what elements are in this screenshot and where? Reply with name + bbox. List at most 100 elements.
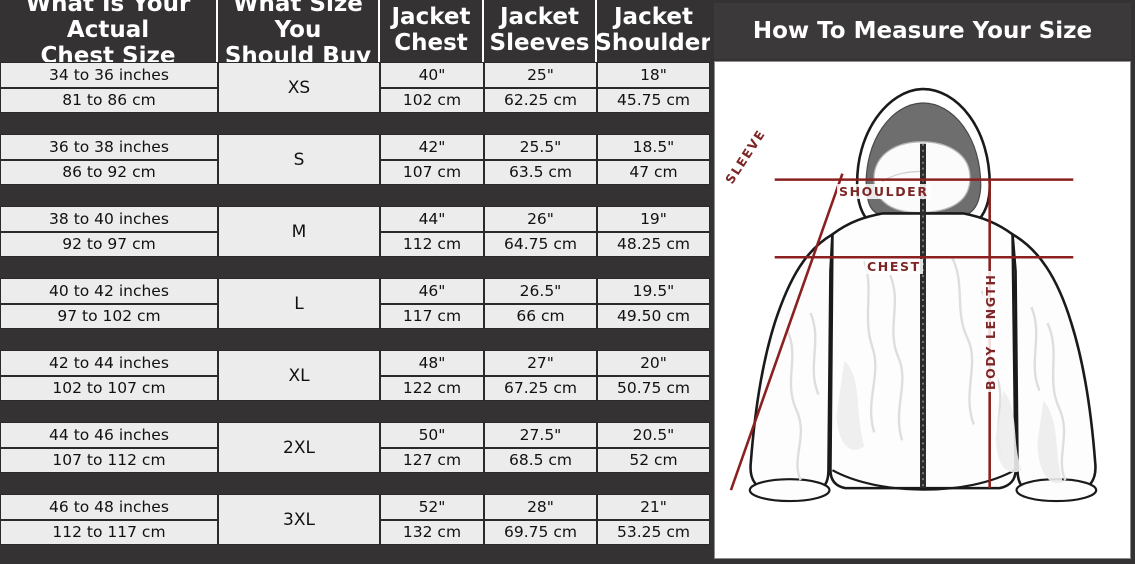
cell-jacket-sleeves-in: 27" — [484, 350, 597, 376]
cell-jacket-shoulder-in: 21" — [597, 494, 710, 520]
cell-jacket-chest-cm: 127 cm — [380, 448, 484, 473]
table-row: 36 to 38 inches 42" 25.5" 18.5" — [0, 134, 710, 160]
cell-jacket-sleeves-in: 25" — [484, 62, 597, 88]
cell-jacket-chest-in: 52" — [380, 494, 484, 520]
header-line: Shoulder — [595, 30, 712, 56]
cell-jacket-chest-cm: 112 cm — [380, 232, 484, 257]
header-line: What Size You — [233, 0, 363, 44]
cell-jacket-chest-cm: 117 cm — [380, 304, 484, 329]
cell-jacket-sleeves-in: 27.5" — [484, 422, 597, 448]
cell-jacket-chest-cm: 102 cm — [380, 88, 484, 113]
cell-jacket-sleeves-cm: 63.5 cm — [484, 160, 597, 185]
header-jacket-sleeves: Jacket Sleeves — [484, 0, 597, 62]
table-row: 34 to 36 inches 40" 25" 18" — [0, 62, 710, 88]
table-row: 44 to 46 inches 50" 27.5" 20.5" — [0, 422, 710, 448]
cell-jacket-shoulder-in: 20.5" — [597, 422, 710, 448]
cell-jacket-shoulder-cm: 50.75 cm — [597, 376, 710, 401]
cell-jacket-sleeves-cm: 64.75 cm — [484, 232, 597, 257]
header-jacket-shoulder: Jacket Shoulder — [595, 0, 712, 62]
measure-panel-title: How To Measure Your Size — [714, 3, 1131, 59]
header-line: Sleeves — [489, 30, 590, 56]
label-chest: CHEST — [865, 259, 923, 274]
cell-jacket-chest-cm: 107 cm — [380, 160, 484, 185]
header-line: Jacket — [391, 4, 471, 31]
table-row: 38 to 40 inches 44" 26" 19" — [0, 206, 710, 232]
label-shoulder: SHOULDER — [837, 184, 931, 199]
jacket-hem — [831, 469, 1016, 491]
cell-jacket-chest-in: 50" — [380, 422, 484, 448]
cell-jacket-chest-cm: 122 cm — [380, 376, 484, 401]
table-row: 97 to 102 cm 117 cm 66 cm 49.50 cm — [0, 304, 710, 329]
cell-jacket-sleeves-cm: 69.75 cm — [484, 520, 597, 545]
table-row: 42 to 44 inches 48" 27" 20" — [0, 350, 710, 376]
cell-jacket-sleeves-cm: 62.25 cm — [484, 88, 597, 113]
table-row: 81 to 86 cm 102 cm 62.25 cm 45.75 cm — [0, 88, 710, 113]
header-jacket-chest: Jacket Chest — [380, 0, 484, 62]
cell-jacket-shoulder-in: 18" — [597, 62, 710, 88]
header-actual-chest-size: What Is Your Actual Chest Size — [0, 0, 218, 69]
cell-size-xs: XS — [218, 62, 380, 113]
cell-chest-in: 40 to 42 inches — [0, 278, 218, 304]
cell-jacket-chest-in: 46" — [380, 278, 484, 304]
cell-jacket-sleeves-in: 26" — [484, 206, 597, 232]
cell-jacket-shoulder-in: 19" — [597, 206, 710, 232]
fabric-shading — [836, 360, 1064, 484]
table-row: 46 to 48 inches 52" 28" 21" — [0, 494, 710, 520]
cell-jacket-chest-in: 48" — [380, 350, 484, 376]
cell-chest-in: 34 to 36 inches — [0, 62, 218, 88]
cell-chest-in: 36 to 38 inches — [0, 134, 218, 160]
cell-jacket-sleeves-in: 28" — [484, 494, 597, 520]
cell-size-2xl: 2XL — [218, 422, 380, 473]
cell-chest-in: 42 to 44 inches — [0, 350, 218, 376]
cell-chest-in: 38 to 40 inches — [0, 206, 218, 232]
cell-jacket-shoulder-in: 20" — [597, 350, 710, 376]
cell-chest-in: 44 to 46 inches — [0, 422, 218, 448]
cell-size-3xl: 3XL — [218, 494, 380, 545]
table-row: 102 to 107 cm 122 cm 67.25 cm 50.75 cm — [0, 376, 710, 401]
header-line: Chest — [394, 30, 468, 56]
cell-jacket-chest-in: 40" — [380, 62, 484, 88]
header-line: Jacket — [500, 4, 579, 31]
cell-jacket-chest-in: 42" — [380, 134, 484, 160]
cell-jacket-sleeves-in: 26.5" — [484, 278, 597, 304]
table-row: 112 to 117 cm 132 cm 69.75 cm 53.25 cm — [0, 520, 710, 545]
cell-jacket-sleeves-cm: 68.5 cm — [484, 448, 597, 473]
cell-jacket-shoulder-cm: 45.75 cm — [597, 88, 710, 113]
header-size-to-buy: What Size You Should Buy — [218, 0, 380, 69]
cell-chest-cm: 86 to 92 cm — [0, 160, 218, 185]
cell-size-s: S — [218, 134, 380, 185]
cell-chest-in: 46 to 48 inches — [0, 494, 218, 520]
cell-chest-cm: 81 to 86 cm — [0, 88, 218, 113]
size-table: What Is Your Actual Chest Size What Size… — [0, 0, 712, 545]
label-body-length: BODY LENGTH — [983, 271, 998, 392]
cell-size-l: L — [218, 278, 380, 329]
cell-chest-cm: 97 to 102 cm — [0, 304, 218, 329]
cell-size-m: M — [218, 206, 380, 257]
cell-jacket-sleeves-cm: 67.25 cm — [484, 376, 597, 401]
table-row: 92 to 97 cm 112 cm 64.75 cm 48.25 cm — [0, 232, 710, 257]
jacket-diagram: SHOULDER CHEST SLEEVE BODY LENGTH — [714, 61, 1131, 559]
cell-jacket-chest-in: 44" — [380, 206, 484, 232]
cell-jacket-shoulder-cm: 52 cm — [597, 448, 710, 473]
cell-jacket-chest-cm: 132 cm — [380, 520, 484, 545]
header-line: Jacket — [614, 4, 693, 31]
cell-chest-cm: 92 to 97 cm — [0, 232, 218, 257]
cell-chest-cm: 102 to 107 cm — [0, 376, 218, 401]
cell-size-xl: XL — [218, 350, 380, 401]
cell-jacket-shoulder-in: 19.5" — [597, 278, 710, 304]
cell-jacket-sleeves-in: 25.5" — [484, 134, 597, 160]
cell-jacket-shoulder-cm: 48.25 cm — [597, 232, 710, 257]
table-header-row: What Is Your Actual Chest Size What Size… — [0, 0, 712, 69]
sleeve-measure-line — [729, 173, 844, 491]
header-line: What Is Your Actual — [25, 0, 191, 44]
left-cuff — [748, 478, 831, 503]
table-row: 40 to 42 inches 46" 26.5" 19.5" — [0, 278, 710, 304]
cell-chest-cm: 112 to 117 cm — [0, 520, 218, 545]
cell-jacket-shoulder-cm: 47 cm — [597, 160, 710, 185]
table-row: 107 to 112 cm 127 cm 68.5 cm 52 cm — [0, 448, 710, 473]
jacket-illustration-svg — [729, 87, 1098, 503]
cell-jacket-sleeves-cm: 66 cm — [484, 304, 597, 329]
cell-jacket-shoulder-in: 18.5" — [597, 134, 710, 160]
measure-panel: How To Measure Your Size — [710, 0, 1135, 564]
